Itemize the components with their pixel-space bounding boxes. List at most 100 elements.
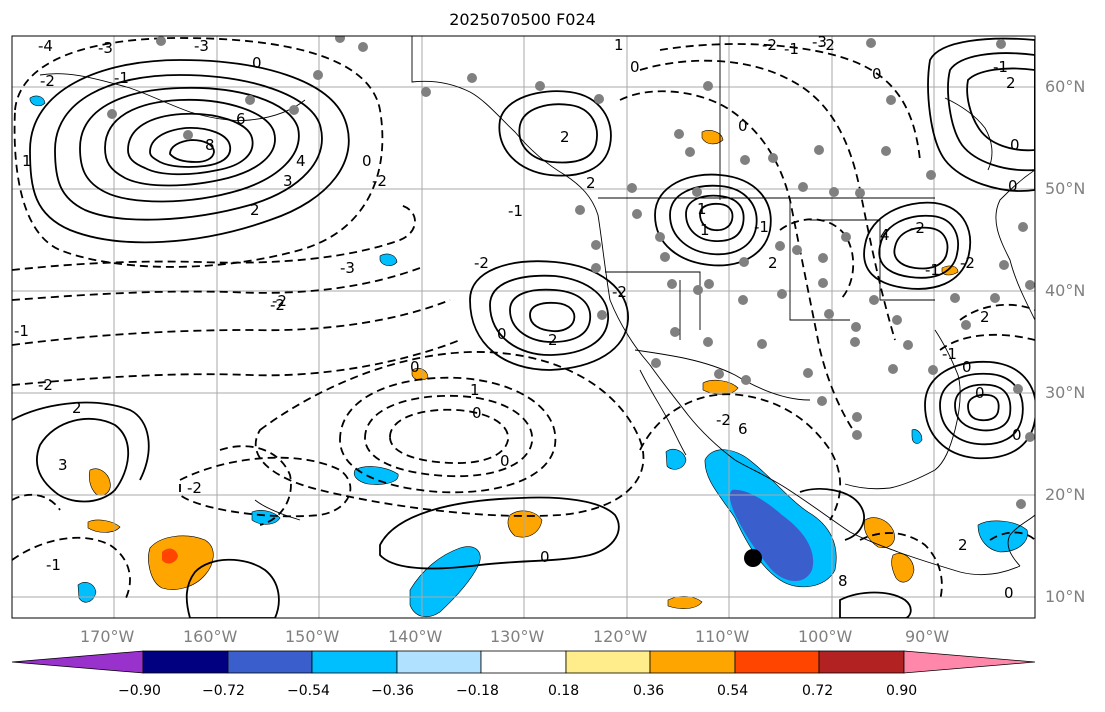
contour-label: 6 (236, 110, 246, 128)
contour-label: 0 (1008, 177, 1018, 195)
colorbar-tick-label: 0.54 (717, 683, 749, 699)
colorbar-swatch (227, 650, 313, 674)
colorbar-swatch (565, 650, 651, 674)
contour-label: 1 (614, 36, 624, 54)
lon-label: 130°W (490, 627, 545, 646)
contour-label: 0 (872, 65, 882, 83)
contour-label: -2 (372, 172, 387, 190)
colorbar-tick-label: −0.36 (371, 683, 414, 699)
contour-label: 2 (548, 331, 558, 349)
colorbar-swatch (818, 650, 905, 674)
colorbar-swatch (734, 650, 820, 674)
lat-label: 50°N (1045, 179, 1086, 198)
contour-label: -2 (187, 479, 202, 497)
contour-label: -1 (784, 40, 799, 58)
lat-label: 30°N (1045, 383, 1086, 402)
contour-label: 4 (296, 152, 306, 170)
contour-label: 8 (838, 572, 848, 590)
colorbar-swatch (142, 650, 229, 674)
contour-label: 1 (697, 200, 707, 218)
contour-label: 2 (72, 399, 82, 417)
contour-label: 0 (472, 404, 482, 422)
contour-label: -1 (14, 322, 29, 340)
contour-label: 2 (586, 174, 596, 192)
contour-label: 0 (962, 358, 972, 376)
contour-label-layer: -4 -3 -3 -2 -1 0 1 2 3 4 6 8 -3 -2 -1 -2… (14, 33, 1022, 602)
contour-label: -3 (340, 259, 355, 277)
contour-label: 4 (880, 226, 890, 244)
contour-label: -1 (993, 58, 1008, 76)
colorbar-extend-high (903, 650, 1036, 674)
storm-center-marker (744, 549, 762, 567)
contour-label: 8 (205, 136, 215, 154)
contour-label: 0 (630, 58, 640, 76)
colorbar-extend-low (11, 650, 144, 674)
contour-label: -3 (812, 33, 827, 51)
lat-label: 40°N (1045, 281, 1086, 300)
contour-label: 2 (980, 308, 990, 326)
lon-label: 160°W (183, 627, 238, 646)
contour-label: 1 (700, 221, 710, 239)
map-title: 2025070500 F024 (449, 10, 596, 29)
contour-label: 6 (738, 420, 748, 438)
lat-label: 20°N (1045, 485, 1086, 504)
colorbar-swatch (396, 650, 482, 674)
shaded-anomaly-regions (29, 95, 1028, 618)
lon-label: 110°W (695, 627, 750, 646)
colorbar-tick-label: 0.36 (633, 683, 665, 699)
contour-label: 3 (283, 172, 293, 190)
contour-label: -1 (508, 202, 523, 220)
contour-label: 0 (252, 54, 262, 72)
colorbar (11, 650, 1036, 674)
contour-label: 3 (58, 456, 68, 474)
colorbar-tick-label: −0.54 (287, 683, 330, 699)
contour-label: 0 (410, 358, 420, 376)
lat-label: 10°N (1045, 587, 1086, 606)
contour-label: 0 (540, 548, 550, 566)
contour-label: -2 (272, 292, 287, 310)
contour-label: -2 (38, 376, 53, 394)
contour-label: 1 (470, 381, 480, 399)
contour-label: 2 (958, 536, 968, 554)
colorbar-tick-label: 0.90 (886, 683, 918, 699)
contour-label: 0 (1012, 426, 1022, 444)
contour-label: 1 (22, 152, 32, 170)
contour-label: -3 (98, 39, 113, 57)
contour-label: -2 (716, 411, 731, 429)
contour-label: 0 (1010, 136, 1020, 154)
plot-frame (11, 35, 1036, 619)
contour-label: -1 (925, 261, 940, 279)
contour-label: 0 (362, 152, 372, 170)
contour-label: -2 (612, 283, 627, 301)
station-markers (107, 36, 1035, 509)
colorbar-tick-label: 0.18 (548, 683, 580, 699)
contour-lines (12, 37, 1035, 618)
lon-label: 90°W (905, 627, 950, 646)
contour-label: -2 (820, 36, 835, 54)
contour-label: 0 (497, 325, 507, 343)
contour-label: -2 (40, 72, 55, 90)
contour-label: -3 (194, 37, 209, 55)
contour-label: -4 (38, 37, 53, 55)
contour-label: -1 (942, 345, 957, 363)
contour-label: -2 (910, 219, 925, 237)
contour-label: -1 (114, 69, 129, 87)
colorbar-tick-label: 0.72 (802, 683, 834, 699)
contour-label: 0 (1004, 584, 1014, 602)
contour-label: 2 (250, 201, 260, 219)
contour-label: 0 (738, 117, 748, 135)
colorbar-tick-label: −0.90 (118, 683, 161, 699)
lon-label: 150°W (285, 627, 340, 646)
contour-label: -2 (474, 254, 489, 272)
colorbar-swatch (311, 650, 398, 674)
contour-label: 2 (560, 128, 570, 146)
lon-label: 120°W (593, 627, 648, 646)
colorbar-swatch (480, 650, 567, 674)
lat-label: 60°N (1045, 77, 1086, 96)
lon-label: 140°W (388, 627, 443, 646)
colorbar-tick-label: −0.72 (202, 683, 245, 699)
lon-label: 100°W (798, 627, 853, 646)
contour-label: 0 (975, 384, 985, 402)
colorbar-swatch (649, 650, 736, 674)
